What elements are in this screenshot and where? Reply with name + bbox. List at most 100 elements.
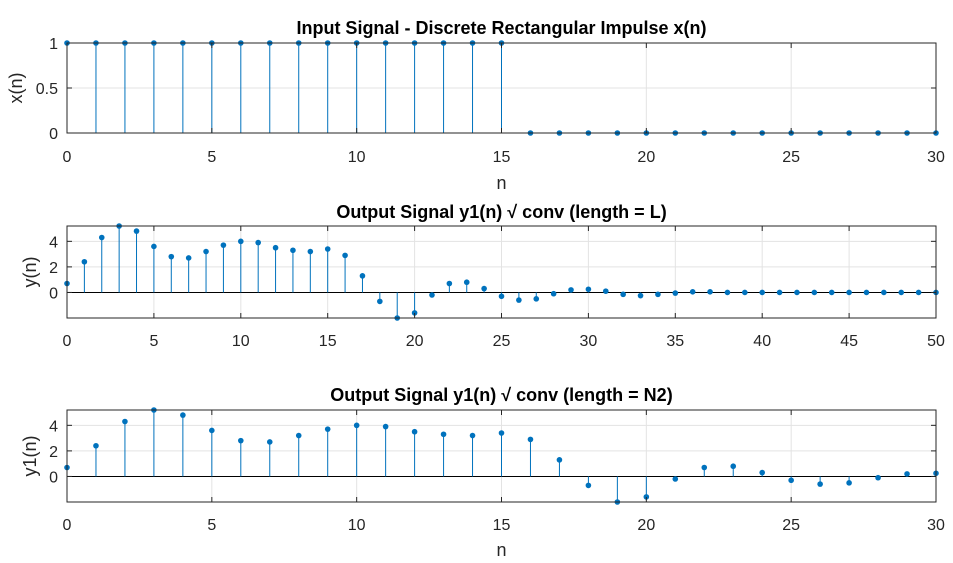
stem-marker [133,228,140,234]
stem-marker [307,248,314,255]
stem-marker [238,238,244,245]
stem-marker [707,289,713,295]
stem-marker [498,293,505,300]
stem-marker [481,285,487,292]
x-tick-label: 45 [840,333,858,350]
subplot-2: 0 5 10 15 20 25 30 35 40 45 50 0 2 4 Output Signal y1(… [20,202,945,350]
stem-marker [180,412,186,418]
stem-marker [122,418,128,425]
y-tick-label: 4 [49,418,58,435]
x-tick-label: 0 [63,149,72,166]
stem-marker [742,289,748,296]
y-axis-label: y1(n) [20,435,40,476]
y-tick-label: 0 [49,285,58,302]
subplot-1: 0 5 10 15 20 25 30 0 0.5 1 Input Signal - Discrete… [6,18,945,193]
stem-marker [620,291,626,298]
x-tick-label: 35 [666,333,684,350]
x-axis-label: n [496,173,506,193]
stem-marker [672,476,679,482]
y-tick-label: 4 [49,234,58,251]
stem-marker [93,442,99,449]
stem-marker [290,247,296,254]
subplot-3: 0 5 10 15 20 25 30 0 2 4 Output Signal y1(n) √ con… [20,385,945,560]
x-tick-label: 40 [753,333,771,350]
stem-marker [863,289,870,296]
stem-marker [881,289,887,296]
stem-marker [168,253,175,260]
stem-marker [788,477,794,484]
y-tick-label: 0 [49,126,58,143]
stem-marker [875,474,881,481]
stem-marker [643,494,650,500]
stem-marker [527,436,534,443]
x-tick-label: 10 [232,333,250,350]
stem-marker [185,255,192,261]
x-tick-label: 0 [63,517,72,534]
x-tick-label: 30 [580,333,598,350]
stem-marker [701,464,708,471]
x-tick-label: 20 [406,333,424,350]
x-tick-label: 15 [493,517,511,534]
y-axis-label: x(n) [6,73,26,104]
stem-marker [689,289,696,295]
x-tick-label: 5 [207,517,216,534]
y-axis-label: y(n) [20,257,40,288]
x-tick-label: 15 [493,149,511,166]
stem-marker [602,288,609,294]
stem-marker [382,423,389,430]
x-tick-label: 50 [927,333,945,350]
y-tick-label: 2 [49,260,58,277]
stem-marker [811,289,818,296]
stem-marker [342,252,348,259]
x-tick-label: 30 [927,149,945,166]
stem-marker [469,432,476,439]
stem-marker [817,481,823,487]
stem-marker [81,258,88,265]
stem-marker [846,289,852,296]
stem-marker [463,279,470,286]
stem-marker [98,234,105,241]
x-tick-label: 30 [927,517,945,534]
x-tick-label: 5 [149,333,158,350]
x-tick-label: 25 [782,517,800,534]
stem-marker [411,310,418,316]
stem-marker [353,422,360,429]
stem-marker [498,430,505,436]
x-tick-label: 25 [493,333,511,350]
stem-marker [724,289,731,296]
stem-marker [556,457,563,463]
chart-title: Input Signal - Discrete Rectangular Impu… [296,18,706,38]
x-tick-label: 10 [348,517,366,534]
x-tick-label: 15 [319,333,337,350]
stem-marker [846,480,852,486]
stem-marker [220,242,227,248]
stem-marker [759,469,765,476]
stem-marker [898,289,905,296]
x-axis-label: n [496,540,506,560]
stem-marker [794,289,800,296]
x-tick-label: 20 [637,149,655,166]
stem-marker [255,239,261,246]
chart-title: Output Signal y1(n) √ conv (length = L) [336,202,666,222]
stem-marker [550,290,557,297]
stem-marker [272,244,279,251]
stem-marker [637,292,644,299]
stem-marker [655,291,661,298]
stem-marker [429,292,435,298]
stem-marker [324,246,331,252]
stem-marker [915,289,922,296]
stem-marker [446,280,453,287]
stem-marker [672,290,679,296]
stem-marker [238,437,244,444]
stem-marker [568,287,574,293]
stem-marker [828,289,835,296]
stem-marker [377,298,383,305]
stem-marker [516,297,522,303]
stem-marker [585,286,592,293]
stem-marker [533,296,540,302]
stem-marker [440,431,447,438]
x-tick-label: 25 [782,149,800,166]
stem-marker [759,289,765,296]
y-tick-label: 0 [49,469,58,486]
stem-marker [359,273,366,279]
